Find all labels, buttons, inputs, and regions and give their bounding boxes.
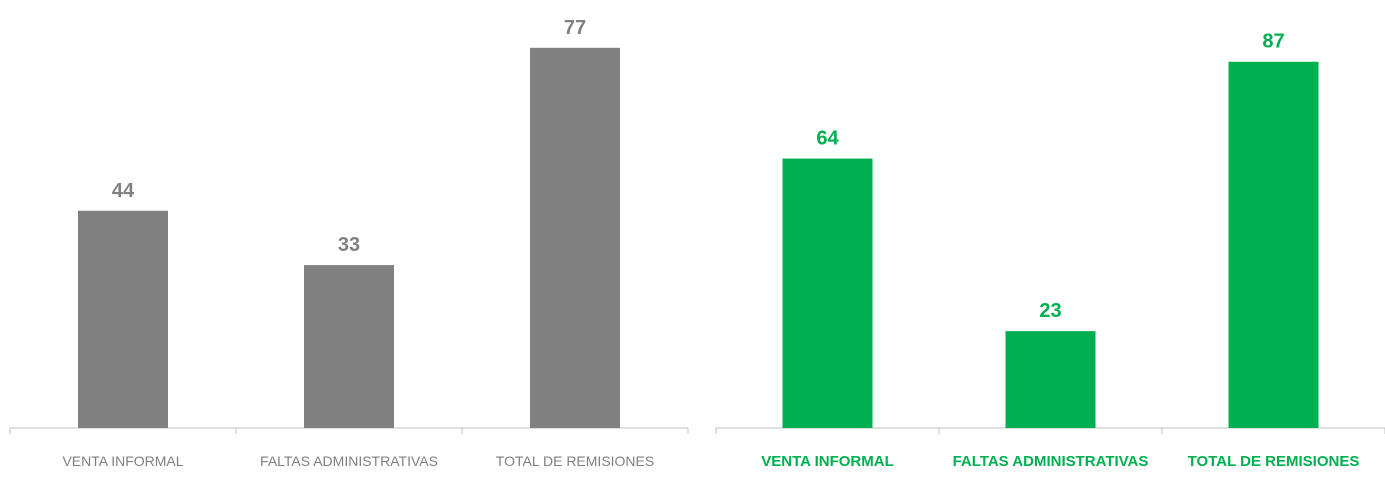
- data-label: 44: [112, 180, 135, 202]
- data-label: 64: [816, 128, 839, 150]
- bar: [1005, 331, 1096, 428]
- x-tick-label: VENTA INFORMAL: [761, 453, 894, 470]
- bar: [304, 265, 394, 428]
- data-label: 23: [1039, 300, 1061, 322]
- bar: [530, 47, 620, 428]
- x-tick-label: TOTAL DE REMISIONES: [1187, 453, 1360, 470]
- bar: [1228, 61, 1319, 428]
- data-label: 87: [1262, 31, 1284, 53]
- data-label: 77: [564, 17, 586, 39]
- x-tick-label: FALTAS ADMINISTRATIVAS: [952, 453, 1149, 470]
- x-tick-label: FALTAS ADMINISTRATIVAS: [260, 453, 438, 469]
- data-label: 33: [338, 234, 360, 256]
- x-tick-label: TOTAL DE REMISIONES: [495, 453, 655, 469]
- bar: [78, 210, 168, 428]
- bar: [782, 158, 873, 428]
- x-tick-label: VENTA INFORMAL: [62, 453, 184, 469]
